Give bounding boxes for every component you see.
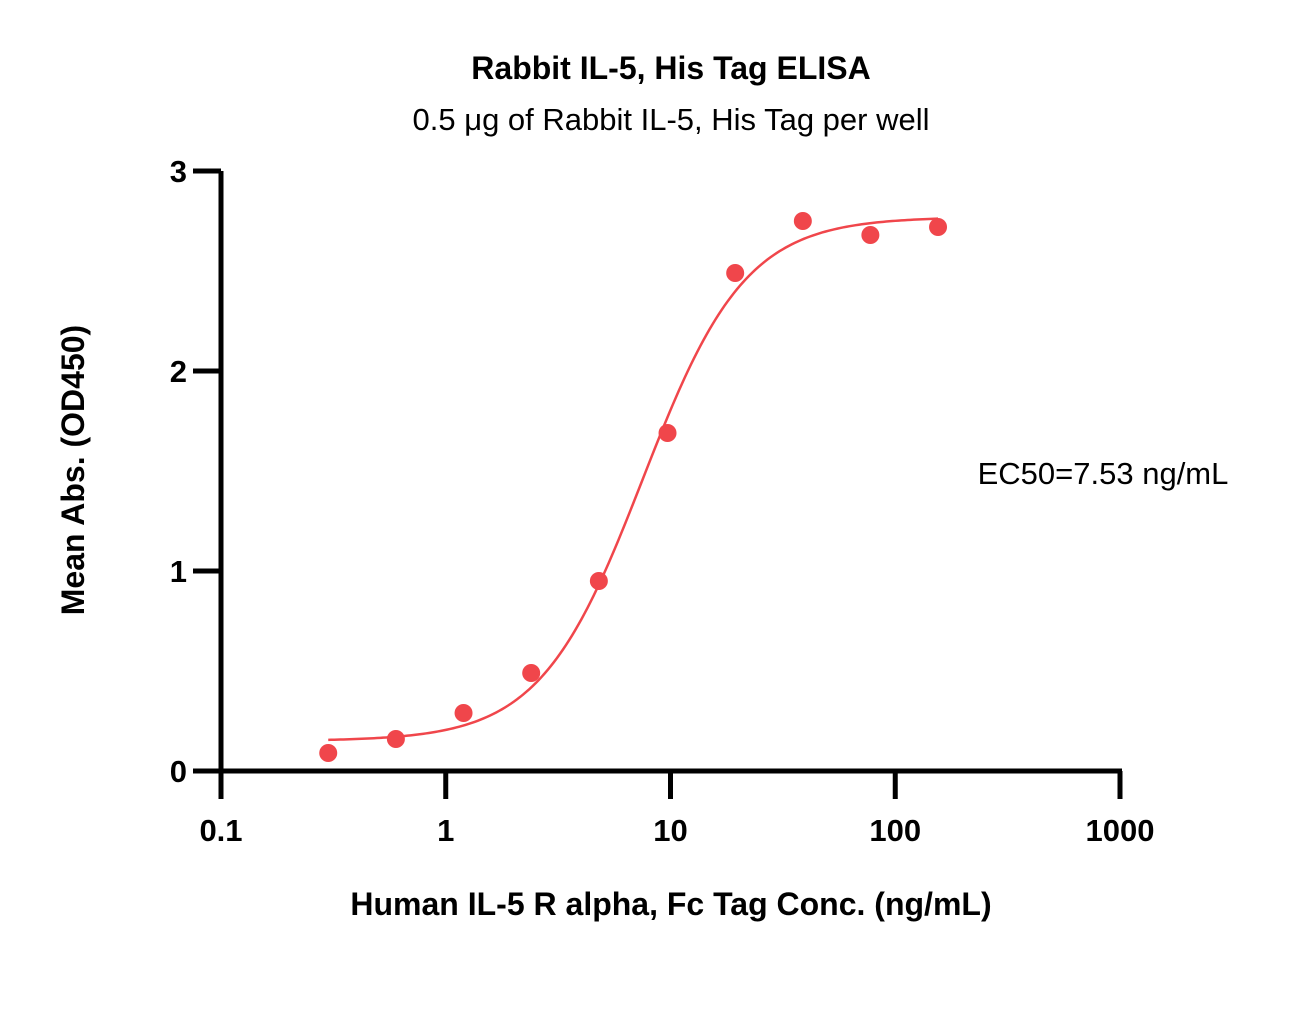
axes: 0 1 2 3 0.1 1 10 100 1000 — [170, 154, 1155, 848]
data-point — [929, 218, 948, 236]
data-point — [658, 424, 677, 442]
y-tick-label: 2 — [170, 354, 187, 389]
y-tick-label: 3 — [170, 154, 187, 189]
data-point — [793, 212, 812, 230]
data-point — [386, 730, 405, 748]
data-point — [522, 664, 541, 682]
y-tick-label: 1 — [170, 554, 187, 589]
y-tick-label: 0 — [170, 754, 187, 789]
data-point — [319, 744, 338, 762]
data-point — [454, 704, 473, 722]
x-tick-label: 1000 — [1086, 813, 1155, 848]
points-layer — [319, 212, 948, 762]
data-point — [726, 264, 745, 282]
x-tick-label: 100 — [869, 813, 921, 848]
y-axis-label: Mean Abs. (OD450) — [55, 325, 91, 615]
data-point — [589, 572, 608, 590]
fit-layer — [328, 217, 939, 742]
x-tick-label: 10 — [653, 813, 687, 848]
data-point — [861, 226, 880, 244]
ec50-annotation: EC50=7.53 ng/mL — [978, 456, 1229, 491]
chart-subtitle: 0.5 μg of Rabbit IL-5, His Tag per well — [413, 102, 930, 137]
chart-title: Rabbit IL-5, His Tag ELISA — [471, 50, 870, 86]
fit-curve — [328, 217, 939, 742]
x-tick-label: 0.1 — [199, 813, 242, 848]
x-tick-label: 1 — [437, 813, 454, 848]
x-axis-label: Human IL-5 R alpha, Fc Tag Conc. (ng/mL) — [350, 886, 991, 922]
